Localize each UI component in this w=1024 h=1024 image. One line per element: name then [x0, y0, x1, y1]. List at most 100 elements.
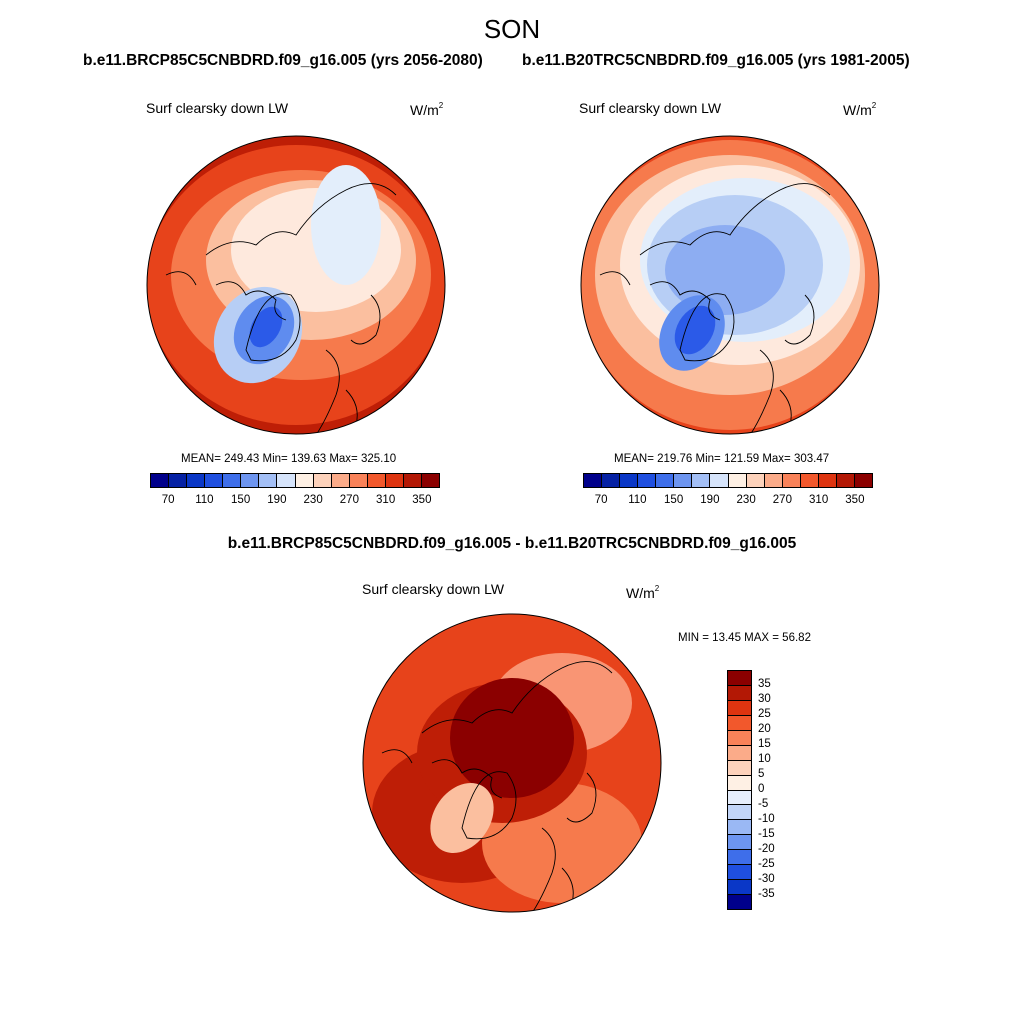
colorbar-swatch — [151, 474, 170, 487]
colorbar-tick-label: 310 — [809, 494, 829, 506]
colorbar-left-labels: 70 110 150 190 230 270 310 350 — [150, 494, 440, 508]
diff-units: W/m2 — [626, 584, 660, 601]
diff-stats: MIN = 13.45 MAX = 56.82 — [678, 632, 811, 644]
figure-title: SON — [483, 14, 541, 44]
colorbar-tick-label: 110 — [195, 494, 214, 506]
colorbar-swatch — [728, 895, 751, 909]
panel-right-units: W/m2 — [843, 101, 877, 118]
colorbar-swatch — [728, 685, 751, 701]
colorbar-swatch — [277, 474, 296, 487]
colorbar-swatch — [295, 474, 314, 487]
colorbar-swatch — [620, 474, 639, 487]
colorbar-tick-label: 0 — [758, 783, 765, 795]
colorbar-diff-labels: 35 30 25 20 15 10 5 0 -5 -10 -15 -20 -25 -30 -35 — [758, 670, 798, 910]
colorbar-diff — [727, 670, 752, 910]
panel-left-stats: MEAN= 249.43 Min= 139.63 Max= 325.10 — [181, 453, 397, 465]
colorbar-swatch — [746, 474, 765, 487]
colorbar-swatch — [800, 474, 819, 487]
colorbar-swatch — [764, 474, 783, 487]
colorbar-swatch — [259, 474, 278, 487]
colorbar-left — [150, 473, 440, 488]
diff-variable: Surf clearsky down LW — [362, 581, 505, 597]
colorbar-swatch — [728, 474, 747, 487]
colorbar-swatch — [421, 474, 439, 487]
map-right-region — [665, 225, 785, 315]
panel-left-variable: Surf clearsky down LW — [146, 100, 289, 116]
colorbar-swatch — [854, 474, 872, 487]
panel-left-units: W/m2 — [410, 101, 444, 118]
colorbar-tick-label: 20 — [758, 723, 771, 735]
colorbar-swatch — [728, 775, 751, 791]
colorbar-tick-label: 70 — [594, 494, 608, 506]
map-diff-region — [430, 782, 494, 854]
colorbar-tick-label: 350 — [412, 494, 432, 506]
case-right-title: b.e11.B20TRC5CNBDRD.f09_g16.005 (yrs 198… — [522, 52, 910, 69]
colorbar-swatch — [602, 474, 621, 487]
colorbar-tick-label: 25 — [758, 708, 771, 720]
colorbar-tick-label: 150 — [231, 494, 251, 506]
case-left-title: b.e11.BRCP85C5CNBDRD.f09_g16.005 (yrs 20… — [83, 52, 483, 69]
map-diff — [362, 613, 662, 913]
colorbar-swatch — [385, 474, 404, 487]
colorbar-swatch — [728, 760, 751, 776]
colorbar-tick-label: -10 — [758, 813, 775, 825]
colorbar-swatch — [313, 474, 332, 487]
colorbar-swatch — [728, 835, 751, 851]
colorbar-tick-label: 310 — [376, 494, 396, 506]
colorbar-right — [583, 473, 873, 488]
colorbar-swatch — [331, 474, 350, 487]
colorbar-swatch — [728, 671, 751, 686]
colorbar-swatch — [728, 820, 751, 836]
colorbar-swatch — [674, 474, 693, 487]
colorbar-swatch — [836, 474, 855, 487]
colorbar-tick-label: 350 — [845, 494, 865, 506]
map-left-coastlines — [165, 183, 397, 434]
colorbar-tick-label: -35 — [758, 888, 775, 900]
colorbar-swatch — [728, 700, 751, 716]
colorbar-tick-label: 230 — [303, 494, 323, 506]
colorbar-tick-label: -25 — [758, 858, 775, 870]
colorbar-tick-label: 5 — [758, 768, 765, 780]
colorbar-swatch — [367, 474, 386, 487]
map-right-region — [674, 305, 716, 355]
colorbar-tick-label: -20 — [758, 843, 775, 855]
colorbar-tick-label: 35 — [758, 678, 771, 690]
colorbar-right-labels: 70 110 150 190 230 270 310 350 — [583, 494, 873, 508]
map-diff-region — [450, 678, 574, 798]
colorbar-tick-label: 30 — [758, 693, 771, 705]
colorbar-swatch — [223, 474, 242, 487]
map-right-coastlines — [599, 183, 831, 434]
colorbar-tick-label: 190 — [700, 494, 720, 506]
colorbar-tick-label: 10 — [758, 753, 771, 765]
panel-right-variable: Surf clearsky down LW — [579, 100, 722, 116]
colorbar-swatch — [728, 880, 751, 896]
colorbar-swatch — [728, 715, 751, 731]
colorbar-tick-label: 270 — [339, 494, 359, 506]
colorbar-swatch — [728, 850, 751, 866]
colorbar-tick-label: -5 — [758, 798, 769, 810]
colorbar-swatch — [187, 474, 206, 487]
colorbar-swatch — [728, 730, 751, 746]
map-right — [580, 135, 880, 435]
colorbar-tick-label: 70 — [161, 494, 175, 506]
colorbar-swatch — [241, 474, 260, 487]
colorbar-swatch — [728, 790, 751, 806]
colorbar-swatch — [205, 474, 224, 487]
colorbar-swatch — [710, 474, 729, 487]
colorbar-swatch — [656, 474, 675, 487]
colorbar-tick-label: 230 — [736, 494, 756, 506]
map-left — [146, 135, 446, 435]
colorbar-swatch — [692, 474, 711, 487]
map-diff-coastlines — [381, 661, 613, 912]
colorbar-swatch — [818, 474, 837, 487]
colorbar-swatch — [169, 474, 188, 487]
colorbar-swatch — [728, 865, 751, 881]
colorbar-swatch — [638, 474, 657, 487]
colorbar-swatch — [728, 805, 751, 821]
colorbar-swatch — [349, 474, 368, 487]
colorbar-swatch — [584, 474, 603, 487]
map-left-region — [249, 306, 283, 348]
colorbar-tick-label: -30 — [758, 873, 775, 885]
diff-title: b.e11.BRCP85C5CNBDRD.f09_g16.005 - b.e11… — [227, 535, 797, 552]
colorbar-tick-label: -15 — [758, 828, 775, 840]
